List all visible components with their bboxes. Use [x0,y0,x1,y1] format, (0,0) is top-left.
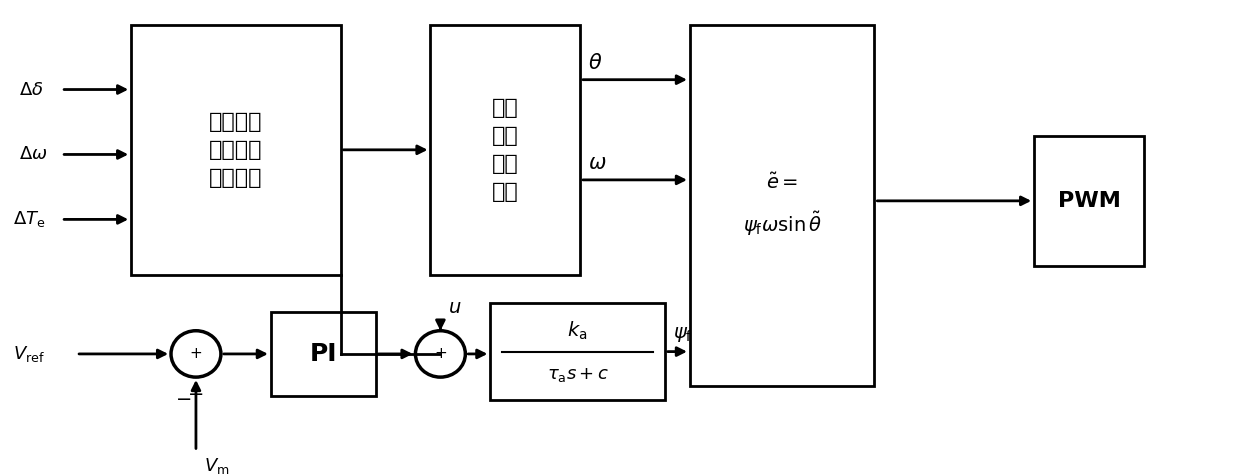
Circle shape [171,331,221,377]
Text: $\omega$: $\omega$ [589,153,607,173]
Bar [271,312,375,396]
Text: $-$: $-$ [175,388,191,407]
Text: 虚拟
同步
电机
转子: 虚拟 同步 电机 转子 [492,98,519,202]
Bar [491,303,665,400]
Text: PI: PI [310,342,337,366]
Text: +: + [434,346,447,361]
Text: 自适应指
令滤波反
推控制器: 自适应指 令滤波反 推控制器 [209,112,263,188]
Bar [690,25,875,386]
Text: $k_{\rm a}$: $k_{\rm a}$ [567,320,587,342]
Text: $V_{\rm ref}$: $V_{\rm ref}$ [14,344,46,364]
Text: PWM: PWM [1058,191,1120,211]
Text: $\tau_{\rm a}s+c$: $\tau_{\rm a}s+c$ [546,366,608,384]
Text: +: + [190,346,202,361]
Text: $u$: $u$ [449,298,462,317]
Bar [1035,136,1144,266]
Circle shape [415,331,466,377]
Text: $\psi_{\rm f}$: $\psi_{\rm f}$ [673,325,693,344]
Text: $\theta$: $\theta$ [589,53,602,73]
Text: $\Delta\omega$: $\Delta\omega$ [20,145,48,163]
Text: $V_{\rm m}$: $V_{\rm m}$ [204,456,229,475]
Text: $\Delta T_{\rm e}$: $\Delta T_{\rm e}$ [14,209,46,229]
Text: $\tilde{e}=$
$\psi_{\rm f}\omega\sin\tilde{\theta}$: $\tilde{e}=$ $\psi_{\rm f}\omega\sin\til… [742,172,821,238]
Text: $\Delta\delta$: $\Delta\delta$ [20,81,43,98]
Text: −: − [188,385,204,404]
Bar [430,25,580,275]
Bar [131,25,341,275]
